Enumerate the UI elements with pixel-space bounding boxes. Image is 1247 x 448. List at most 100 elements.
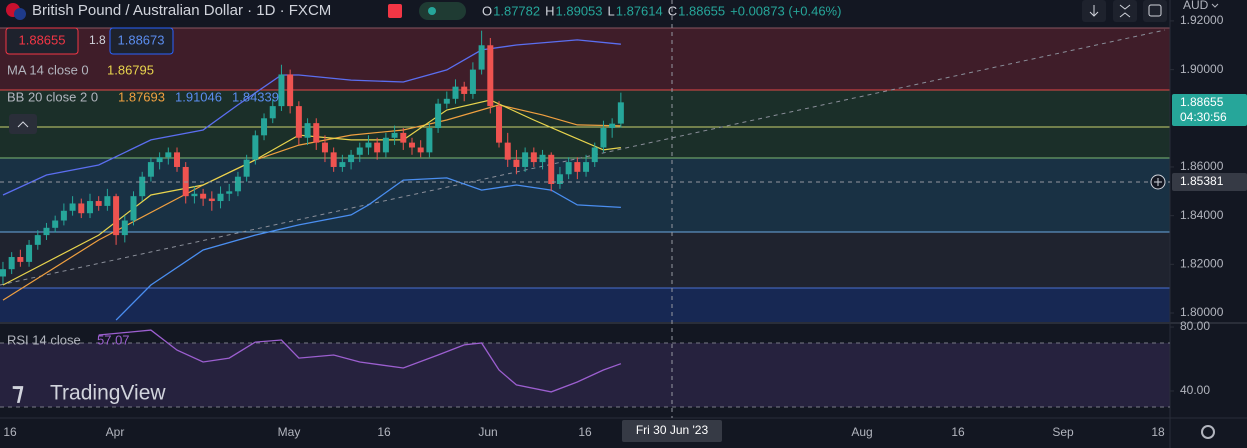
x-tick-label: 16 bbox=[578, 425, 592, 439]
change: +0.00873 (+0.46%) bbox=[730, 3, 841, 18]
candle-body bbox=[139, 176, 146, 197]
x-tick-label: 18 bbox=[1151, 425, 1165, 439]
candle-body bbox=[609, 123, 616, 129]
candle-body bbox=[435, 103, 442, 129]
candle-body bbox=[0, 269, 6, 277]
candle-body bbox=[539, 154, 546, 163]
candle-body bbox=[330, 152, 337, 167]
buy-button[interactable] bbox=[109, 27, 174, 55]
candle-body bbox=[234, 176, 241, 192]
rsi-pane bbox=[0, 329, 1170, 408]
rsi-tick-label: 40.00 bbox=[1180, 383, 1210, 397]
collapse-pane-button[interactable] bbox=[1113, 0, 1137, 22]
candle-body bbox=[17, 257, 24, 262]
rsi-line bbox=[98, 329, 622, 393]
bb-lower bbox=[115, 177, 621, 321]
crosshair-price-tag bbox=[1172, 173, 1247, 191]
candle-body bbox=[548, 154, 555, 184]
candle-body bbox=[600, 128, 607, 148]
candle-body bbox=[408, 142, 415, 148]
zone-gray bbox=[0, 232, 1170, 288]
candle-body bbox=[556, 174, 563, 184]
candle-body bbox=[487, 45, 494, 107]
candle-body bbox=[295, 106, 302, 138]
candle-body bbox=[121, 220, 128, 236]
bb-basis-value: 1.87693 bbox=[118, 89, 165, 104]
alert-icon[interactable] bbox=[388, 4, 402, 18]
x-tick-label: Apr bbox=[106, 425, 125, 439]
crosshair-date: Fri 30 Jun '23 bbox=[636, 423, 709, 437]
currency-caret bbox=[1211, 3, 1219, 8]
candle-body bbox=[269, 106, 276, 119]
candle-body bbox=[348, 154, 355, 163]
rsi-value: 57.07 bbox=[97, 332, 130, 347]
candle-body bbox=[356, 147, 363, 155]
collapse-button[interactable] bbox=[9, 114, 37, 134]
zone-red bbox=[0, 28, 1170, 90]
flag-aud bbox=[14, 8, 26, 20]
last-price: 1.88655 bbox=[1180, 95, 1224, 109]
candle-body bbox=[69, 203, 76, 211]
candle-body bbox=[504, 142, 511, 160]
status-dot bbox=[428, 7, 436, 15]
crosshair-date-tag bbox=[622, 420, 722, 442]
candle-body bbox=[130, 196, 137, 221]
x-tick-label: 16 bbox=[3, 425, 17, 439]
x-tick-label: 16 bbox=[377, 425, 391, 439]
candle-body bbox=[304, 123, 311, 138]
candle-body bbox=[191, 193, 198, 197]
candle-body bbox=[391, 132, 398, 138]
buy-price: 1.88673 bbox=[118, 32, 165, 47]
y-tick-label: 1.90000 bbox=[1180, 62, 1224, 76]
ohlc-label: H bbox=[545, 3, 554, 18]
candle-body bbox=[461, 86, 468, 94]
status-pill[interactable] bbox=[419, 2, 466, 20]
ohlc-label: O bbox=[482, 3, 492, 18]
candle-body bbox=[478, 45, 485, 70]
sell-button[interactable] bbox=[5, 27, 79, 55]
candle-body bbox=[452, 86, 459, 99]
candle-body bbox=[43, 227, 50, 236]
x-tick-label: Sep bbox=[1052, 425, 1074, 439]
bb-lower-value: 1.84339 bbox=[232, 89, 279, 104]
candle-body bbox=[104, 196, 111, 206]
add-icon bbox=[1154, 178, 1162, 186]
candle-body bbox=[26, 244, 33, 262]
candle-body bbox=[200, 193, 207, 199]
candle-body bbox=[321, 142, 328, 153]
candle-body bbox=[8, 257, 15, 270]
candle-body bbox=[86, 201, 93, 214]
price-pane bbox=[0, 30, 624, 321]
bb-upper bbox=[2, 39, 621, 196]
scroll-icon bbox=[1089, 5, 1099, 17]
logo: TradingView bbox=[50, 382, 166, 405]
settings-button[interactable] bbox=[1201, 425, 1215, 439]
candle-body bbox=[174, 152, 181, 167]
candle-body bbox=[591, 147, 598, 163]
bb-upper-value: 1.91046 bbox=[175, 89, 222, 104]
candle-body bbox=[278, 74, 285, 107]
candle-body bbox=[95, 201, 102, 206]
last-price-tag bbox=[1172, 94, 1247, 126]
rsi-legend: RSI 14 close bbox=[7, 332, 81, 347]
maximize-button[interactable] bbox=[1143, 0, 1167, 22]
x-tick-label: Aug bbox=[851, 425, 872, 439]
candle-body bbox=[261, 118, 268, 136]
candle-body bbox=[522, 152, 529, 167]
candle-body bbox=[469, 69, 476, 94]
candle-body bbox=[339, 162, 346, 167]
ohlc-value: 1.89053 bbox=[556, 3, 603, 18]
bb-legend: BB 20 close 2 0 bbox=[7, 89, 98, 104]
candle-body bbox=[226, 191, 233, 194]
ohlc-value: 1.87614 bbox=[616, 3, 663, 18]
logo-mark: ⁊ bbox=[12, 378, 24, 405]
x-tick-label: 16 bbox=[951, 425, 965, 439]
candle-body bbox=[252, 135, 259, 160]
crosshair-price: 1.85381 bbox=[1180, 174, 1224, 188]
candle-body bbox=[34, 235, 41, 245]
rsi-band bbox=[0, 343, 1170, 407]
y-tick-label: 1.80000 bbox=[1180, 305, 1224, 319]
candle-body bbox=[513, 159, 520, 167]
candle-body bbox=[313, 123, 320, 143]
